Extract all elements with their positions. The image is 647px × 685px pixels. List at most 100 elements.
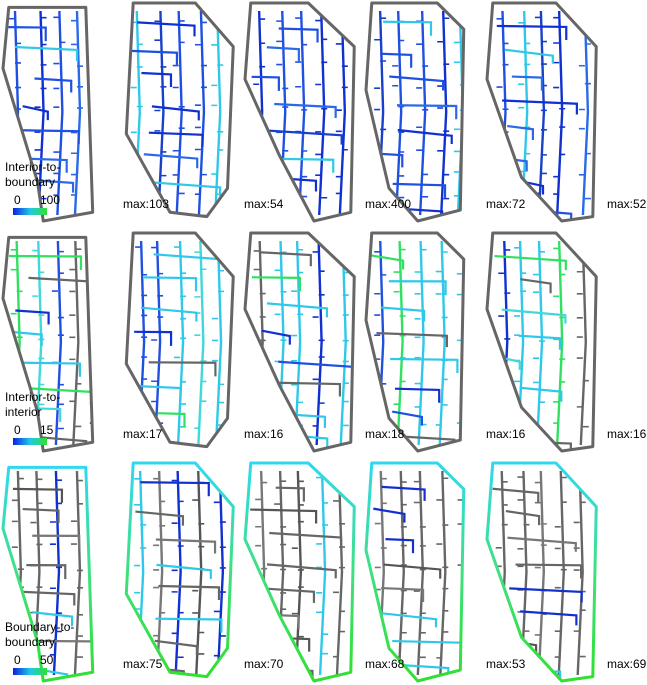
road-networks: [0, 0, 647, 685]
road: [149, 133, 203, 147]
road: [320, 471, 325, 675]
max-label: max:75: [123, 657, 162, 671]
road: [156, 565, 210, 579]
road: [265, 383, 340, 397]
scale-max: 50: [40, 653, 53, 667]
road: [138, 471, 143, 675]
scale-min: 0: [14, 193, 21, 207]
max-label: max:70: [244, 657, 283, 671]
figure: max:103 max:54 max:400 max:72 max:52 Interior…: [0, 0, 647, 685]
road: [137, 22, 194, 36]
road: [279, 241, 284, 445]
road: [500, 471, 505, 675]
road: [505, 50, 553, 64]
road: [250, 510, 316, 524]
max-label: max:18: [365, 427, 404, 441]
road-network: [131, 11, 223, 225]
road: [278, 471, 283, 675]
road: [392, 641, 463, 655]
road: [500, 11, 505, 215]
road: [215, 11, 220, 215]
road: [506, 511, 539, 525]
road: [497, 26, 566, 40]
road: [384, 565, 441, 579]
road: [269, 533, 341, 547]
max-label: max:16: [607, 427, 646, 441]
road-network: [493, 471, 586, 684]
road: [521, 471, 526, 675]
road: [518, 241, 523, 445]
max-label: max:16: [244, 427, 283, 441]
max-label: max:52: [607, 197, 646, 211]
road: [502, 100, 577, 114]
road: [9, 256, 81, 270]
road: [378, 241, 383, 445]
row-label: Interior-to-boundary: [5, 160, 83, 190]
max-label: max:69: [607, 657, 646, 671]
row-label: Boundary-to-boundary: [5, 620, 83, 650]
road: [261, 638, 309, 652]
road: [399, 471, 404, 675]
road: [385, 539, 413, 553]
road: [156, 540, 215, 554]
max-label: max:68: [365, 657, 404, 671]
road: [34, 79, 71, 93]
road: [268, 589, 314, 603]
max-label: max:400: [365, 197, 411, 211]
road: [519, 336, 560, 350]
road: [279, 29, 318, 43]
colorbar: [13, 208, 47, 215]
road: [98, 471, 103, 675]
road: [498, 158, 526, 172]
road: [393, 184, 445, 198]
road: [378, 11, 383, 215]
road-network: [252, 241, 352, 447]
road: [507, 126, 533, 140]
road: [155, 619, 221, 633]
max-label: max:16: [486, 427, 525, 441]
road: [373, 509, 404, 523]
road: [520, 611, 576, 625]
road-network: [133, 241, 227, 454]
road: [158, 11, 163, 215]
scale-min: 0: [14, 423, 21, 437]
road: [139, 241, 144, 445]
road: [583, 11, 588, 215]
max-label: max:53: [486, 657, 525, 671]
road: [15, 47, 77, 61]
max-label: max:54: [244, 197, 283, 211]
road: [144, 277, 196, 291]
max-label: max:72: [486, 197, 525, 211]
road: [296, 471, 301, 675]
road: [418, 471, 423, 675]
road: [502, 241, 507, 445]
road: [135, 11, 140, 215]
road: [141, 73, 171, 87]
road: [498, 412, 529, 426]
road: [94, 241, 99, 445]
road: [557, 11, 562, 215]
road: [252, 277, 300, 291]
road-network: [134, 471, 226, 681]
road: [376, 333, 446, 347]
road: [262, 331, 290, 345]
road: [382, 613, 436, 627]
road-network: [494, 241, 589, 455]
colorbar: [13, 668, 47, 675]
road: [98, 11, 103, 215]
road: [198, 241, 203, 445]
scale-max: 100: [40, 193, 60, 207]
road: [392, 412, 422, 426]
road: [371, 255, 403, 269]
road: [15, 311, 48, 325]
road: [141, 308, 197, 322]
max-label: max:103: [123, 197, 169, 211]
road: [259, 252, 310, 266]
road-network: [252, 11, 348, 220]
scale-min: 0: [14, 653, 21, 667]
road: [502, 310, 566, 324]
colorbar: [13, 438, 47, 445]
road: [267, 303, 327, 317]
road-network: [372, 11, 466, 221]
row-label: Interior-to-interior: [5, 390, 83, 420]
